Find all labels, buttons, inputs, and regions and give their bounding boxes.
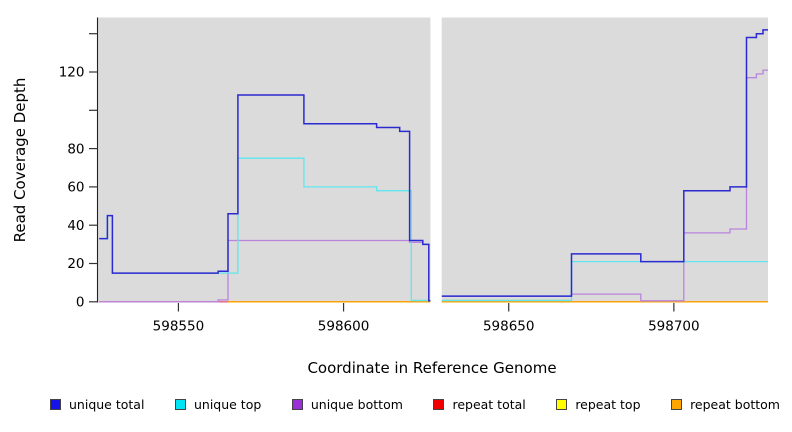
legend-item-repeat-total: repeat total [433, 397, 526, 412]
repeat-top-swatch-icon [556, 399, 568, 410]
legend-label: unique top [193, 397, 262, 412]
x-axis-title: Coordinate in Reference Genome [307, 359, 556, 377]
legend-item-unique-total: unique total [50, 397, 144, 412]
series-unique-total [441, 29, 768, 297]
series-unique-total [99, 94, 431, 302]
y-tick-label: 0 [76, 295, 85, 311]
legend-item-unique-bottom: unique bottom [291, 397, 403, 412]
y-tick-label: 80 [67, 141, 84, 157]
y-axis-title: Read Coverage Depth [11, 78, 29, 243]
legend-label: unique total [69, 397, 145, 412]
x-tick-label: 598700 [648, 319, 700, 335]
x-tick-label: 598650 [483, 319, 535, 335]
legend: unique total unique top unique bottom re… [50, 397, 780, 412]
y-tick-label: 120 [59, 65, 85, 81]
legend-item-unique-top: unique top [174, 397, 262, 412]
unique-bottom-swatch-icon [291, 399, 303, 410]
coverage-gap [430, 17, 442, 303]
legend-item-repeat-top: repeat top [556, 397, 641, 412]
x-tick-label: 598600 [318, 319, 370, 335]
y-tick-label: 40 [67, 218, 84, 234]
legend-label: unique bottom [310, 397, 403, 412]
y-tick-label: 20 [67, 256, 84, 272]
series-unique-bottom [441, 69, 768, 302]
legend-label: repeat bottom [690, 397, 780, 412]
unique-top-swatch-icon [174, 399, 186, 410]
legend-item-repeat-bottom: repeat bottom [671, 397, 780, 412]
y-tick-label: 60 [67, 180, 84, 196]
repeat-bottom-swatch-icon [671, 399, 683, 410]
x-tick-label: 598550 [153, 319, 205, 335]
repeat-total-swatch-icon [433, 399, 445, 410]
legend-label: repeat total [452, 397, 526, 412]
legend-label: repeat top [575, 397, 641, 412]
unique-total-swatch-icon [50, 399, 61, 410]
